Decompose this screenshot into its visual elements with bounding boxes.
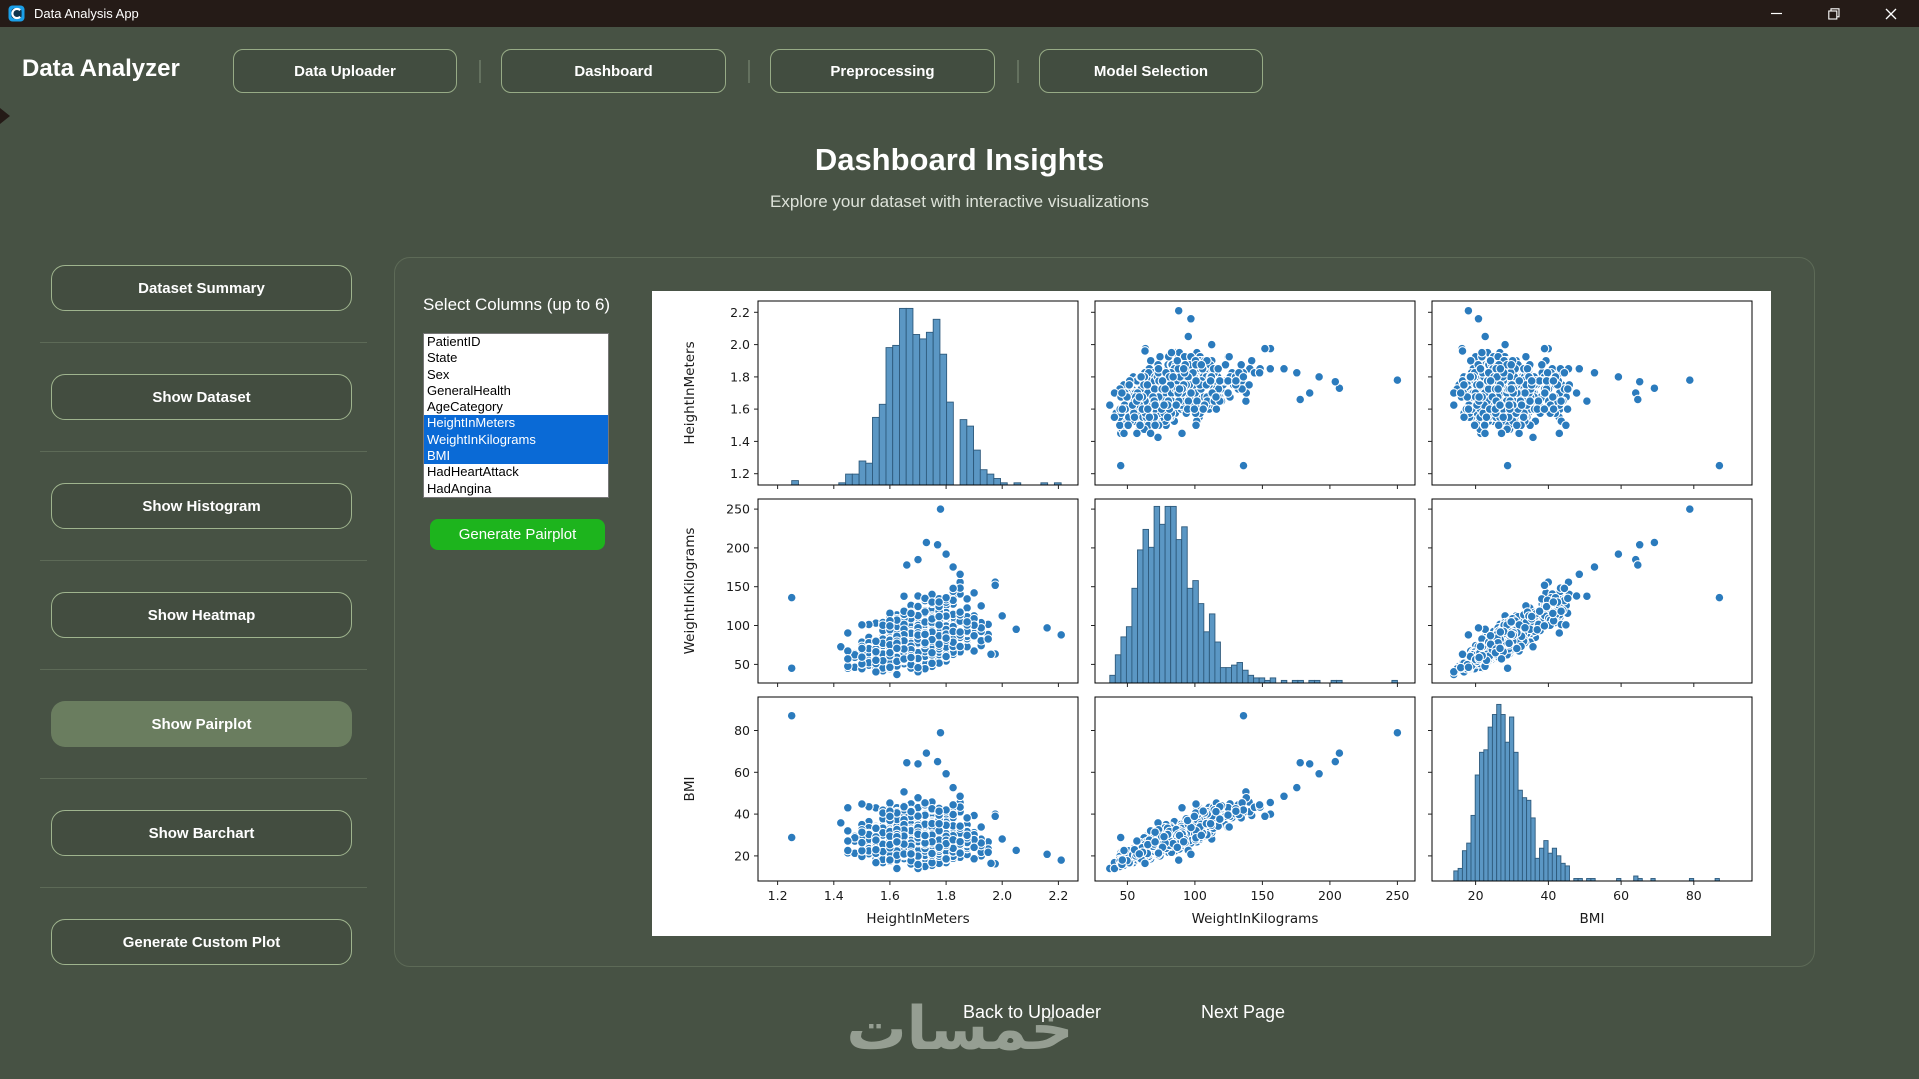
sidebar-item-generate-custom-plot[interactable]: Generate Custom Plot — [51, 919, 352, 965]
close-button[interactable] — [1862, 0, 1919, 27]
sidebar-item-show-pairplot[interactable]: Show Pairplot — [51, 701, 352, 747]
sidebar-divider — [40, 451, 367, 452]
app-logo-icon — [8, 5, 25, 22]
svg-text:1.4: 1.4 — [730, 434, 750, 449]
nav-divider — [1017, 60, 1019, 83]
listbox-option[interactable]: Sex — [427, 366, 450, 382]
titlebar: Data Analysis App — [0, 0, 1919, 27]
svg-text:1.6: 1.6 — [880, 888, 900, 903]
sidebar-item-show-barchart[interactable]: Show Barchart — [51, 810, 352, 856]
watermark: خمسات — [846, 994, 1074, 1064]
sidebar-divider — [40, 778, 367, 779]
edge-arrow-icon — [0, 108, 10, 124]
sidebar-divider — [40, 669, 367, 670]
sidebar-divider — [40, 560, 367, 561]
window-title: Data Analysis App — [34, 6, 139, 21]
svg-text:HeightInMeters: HeightInMeters — [682, 341, 698, 444]
svg-text:2.2: 2.2 — [730, 305, 750, 320]
svg-text:1.6: 1.6 — [730, 402, 750, 417]
dashboard-panel — [394, 257, 1815, 967]
nav-preprocessing[interactable]: Preprocessing — [770, 49, 995, 93]
svg-text:2.0: 2.0 — [730, 337, 750, 352]
sidebar-item-show-histogram[interactable]: Show Histogram — [51, 483, 352, 529]
svg-text:1.2: 1.2 — [730, 466, 750, 481]
sidebar-divider — [40, 887, 367, 888]
svg-text:2.0: 2.0 — [992, 888, 1012, 903]
nav-model-selection[interactable]: Model Selection — [1039, 49, 1263, 93]
sidebar-item-show-heatmap[interactable]: Show Heatmap — [51, 592, 352, 638]
svg-text:2.2: 2.2 — [1048, 888, 1068, 903]
svg-text:250: 250 — [726, 502, 750, 517]
svg-text:100: 100 — [726, 618, 750, 633]
column-listbox[interactable]: PatientID State Sex GeneralHealth AgeCat… — [423, 333, 609, 498]
nav-data-uploader[interactable]: Data Uploader — [233, 49, 457, 93]
listbox-option[interactable]: PatientID — [427, 334, 481, 349]
sidebar-item-show-dataset[interactable]: Show Dataset — [51, 374, 352, 420]
minimize-button[interactable] — [1748, 0, 1805, 27]
listbox-option[interactable]: HadHeartAttack — [427, 464, 519, 480]
pairplot-figure: 1.2 1.4 1.6 1.8 2.0 2.2 HeightInMeters 50 100 150… — [652, 291, 1771, 936]
svg-text:HeightInMeters: HeightInMeters — [866, 911, 969, 927]
listbox-option[interactable]: WeightInKilograms — [424, 431, 608, 449]
page-title: Dashboard Insights — [814, 142, 1105, 177]
svg-text:WeightInKilograms: WeightInKilograms — [682, 528, 698, 655]
nav-dashboard[interactable]: Dashboard — [501, 49, 726, 93]
listbox-option[interactable]: BMI — [424, 448, 608, 465]
page-subtitle: Explore your dataset with interactive vi… — [770, 192, 1149, 211]
svg-text:1.2: 1.2 — [768, 888, 788, 903]
sidebar-divider — [40, 342, 367, 343]
svg-text:BMI: BMI — [682, 777, 698, 802]
maximize-button[interactable] — [1805, 0, 1862, 27]
column-select-label: Select Columns (up to 6) — [423, 295, 611, 314]
listbox-option[interactable]: AgeCategory — [427, 399, 503, 415]
svg-text:80: 80 — [734, 723, 750, 738]
svg-text:40: 40 — [734, 807, 750, 822]
svg-text:1.8: 1.8 — [730, 369, 750, 384]
svg-text:1.4: 1.4 — [824, 888, 844, 903]
nav-divider — [479, 60, 481, 83]
svg-text:150: 150 — [726, 579, 750, 594]
svg-text:50: 50 — [734, 657, 750, 672]
generate-pairplot-button[interactable]: Generate Pairplot — [430, 519, 605, 550]
back-to-uploader-button[interactable]: Back to Uploader — [962, 1002, 1102, 1022]
sidebar-item-dataset-summary[interactable]: Dataset Summary — [51, 265, 352, 311]
listbox-option[interactable]: HeightInMeters — [424, 415, 608, 432]
sidebar: Dataset Summary Show Dataset Show Histog… — [40, 265, 367, 965]
svg-text:20: 20 — [734, 848, 750, 863]
listbox-option[interactable]: GeneralHealth — [427, 382, 511, 398]
listbox-option[interactable]: State — [427, 350, 458, 366]
nav-divider — [748, 60, 750, 83]
svg-text:200: 200 — [726, 540, 750, 555]
svg-text:60: 60 — [734, 765, 750, 780]
listbox-option[interactable]: HadAngina — [427, 480, 492, 496]
svg-text:1.8: 1.8 — [936, 888, 956, 903]
app-title: Data Analyzer — [22, 55, 180, 82]
next-page-button[interactable]: Next Page — [1200, 1002, 1286, 1022]
